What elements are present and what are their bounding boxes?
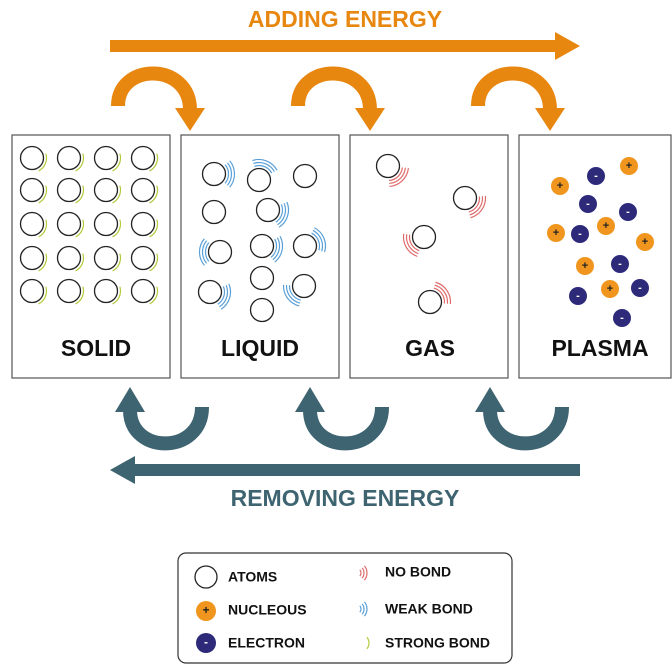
curved-arrow-head — [175, 108, 205, 131]
atom — [21, 213, 44, 236]
adding-energy-label: ADDING ENERGY — [248, 6, 442, 32]
atom — [251, 299, 274, 322]
curved-arrow — [298, 73, 370, 110]
electron-symbol: - — [620, 312, 624, 324]
nucleus-symbol: + — [603, 220, 609, 232]
curved-arrow-head — [295, 387, 325, 412]
nucleus-symbol: + — [553, 227, 559, 239]
nucleus-symbol: + — [202, 603, 209, 617]
panel-label: PLASMA — [551, 335, 648, 361]
atom — [454, 187, 477, 210]
atom — [132, 280, 155, 303]
legend-label: ATOMS — [228, 569, 277, 585]
panel-label: LIQUID — [221, 335, 299, 361]
atom — [251, 235, 274, 258]
legend-label: ELECTRON — [228, 635, 305, 651]
curved-arrow — [490, 407, 562, 443]
curved-arrow-head — [475, 387, 505, 412]
curved-arrow-head — [115, 387, 145, 412]
adding-arrow-head — [555, 32, 580, 60]
removing-arrow-head — [110, 456, 135, 484]
curved-arrow — [118, 73, 190, 110]
atom — [132, 179, 155, 202]
legend-label: NO BOND — [385, 564, 451, 580]
atom — [58, 179, 81, 202]
panel-label: GAS — [405, 335, 455, 361]
atom — [209, 241, 232, 264]
atom — [132, 213, 155, 236]
curved-arrow — [478, 73, 550, 110]
nucleus-symbol: + — [582, 260, 588, 272]
atom — [132, 247, 155, 270]
electron-symbol: - — [594, 170, 598, 182]
atom — [58, 147, 81, 170]
atom — [199, 281, 222, 304]
atom — [58, 247, 81, 270]
curved-arrow — [310, 407, 382, 443]
panel-label: SOLID — [61, 335, 131, 361]
atom — [294, 235, 317, 258]
atom — [419, 291, 442, 314]
atom — [95, 213, 118, 236]
electron-symbol: - — [576, 290, 580, 302]
atom — [413, 226, 436, 249]
atom — [251, 267, 274, 290]
nucleus-symbol: + — [626, 160, 632, 172]
atom — [203, 163, 226, 186]
atom — [132, 147, 155, 170]
electron-symbol: - — [626, 206, 630, 218]
atom — [377, 155, 400, 178]
legend-label: NUCLEOUS — [228, 602, 307, 618]
nucleus-symbol: + — [642, 236, 648, 248]
atom — [248, 169, 271, 192]
atom — [21, 280, 44, 303]
atom — [294, 165, 317, 188]
electron-symbol: - — [204, 635, 208, 649]
electron-symbol: - — [638, 282, 642, 294]
atom — [95, 247, 118, 270]
atom — [95, 179, 118, 202]
electron-symbol: - — [586, 198, 590, 210]
legend-label: WEAK BOND — [385, 601, 473, 617]
diagram: ADDING ENERGY SOLID LIQUID GAS PLASMA RE… — [0, 0, 672, 666]
nucleus-symbol: + — [557, 180, 563, 192]
atom — [58, 280, 81, 303]
removing-energy-label: REMOVING ENERGY — [231, 485, 460, 511]
legend-label: STRONG BOND — [385, 635, 490, 651]
curved-arrow-head — [535, 108, 565, 131]
nucleus-symbol: + — [607, 283, 613, 295]
atom — [21, 179, 44, 202]
atom — [95, 147, 118, 170]
atom — [95, 280, 118, 303]
legend-atom — [195, 566, 217, 588]
atom — [257, 199, 280, 222]
electron-symbol: - — [618, 258, 622, 270]
atom — [21, 147, 44, 170]
electron-symbol: - — [578, 228, 582, 240]
atom — [293, 275, 316, 298]
atom — [203, 201, 226, 224]
curved-arrow-head — [355, 108, 385, 131]
atom — [58, 213, 81, 236]
curved-arrow — [130, 407, 202, 443]
atom — [21, 247, 44, 270]
